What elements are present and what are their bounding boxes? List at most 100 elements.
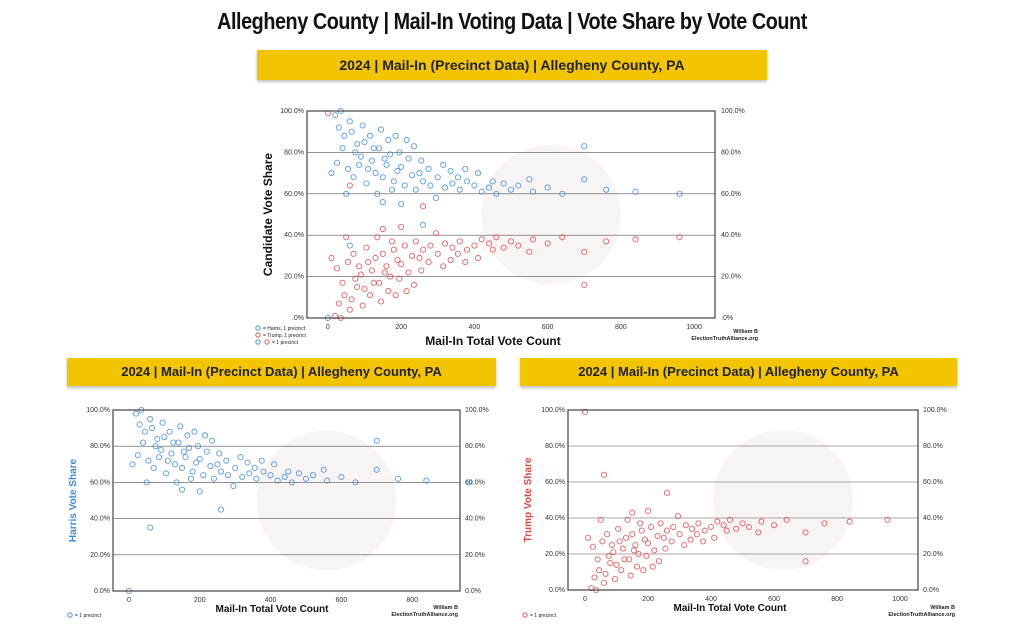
x-tick-label: 200: [395, 324, 407, 331]
y-tick-label-right: 40.0%: [721, 232, 741, 239]
harris-point: [348, 128, 355, 135]
trump-point: [526, 248, 533, 255]
trump-point: [405, 269, 412, 276]
trump-point: [581, 408, 589, 415]
credit-text: ElectionTruthAlliance.org: [691, 336, 758, 342]
harris-point: [129, 461, 136, 468]
y-tick-label-right: 100.0%: [923, 407, 947, 414]
trump-point: [410, 281, 417, 288]
trump-point: [385, 288, 392, 295]
y-axis-label: Harris Vote Share: [68, 458, 79, 542]
trump-point: [739, 520, 746, 527]
harris-point: [132, 410, 140, 417]
harris-point: [416, 170, 423, 177]
harris-point: [178, 486, 186, 493]
harris-point: [186, 444, 193, 452]
harris-point: [515, 182, 522, 189]
harris-point: [163, 470, 170, 477]
harris-point: [379, 199, 386, 206]
trump-point: [720, 522, 727, 529]
harris-point: [423, 477, 430, 484]
trump-point: [616, 538, 623, 545]
harris-point: [184, 432, 191, 439]
credit-text: ElectionTruthAlliance.org: [391, 612, 458, 618]
trump-point: [619, 545, 626, 552]
harris-point: [310, 472, 317, 479]
x-tick-label: 600: [336, 597, 348, 604]
trump-point: [425, 259, 432, 266]
harris-point: [177, 423, 184, 430]
harris-point: [420, 221, 427, 228]
harris-point: [295, 470, 302, 477]
harris-point: [462, 165, 469, 173]
trump-point: [633, 563, 641, 570]
harris-point: [388, 186, 396, 193]
trump-point: [474, 254, 482, 262]
x-axis-label: Mail-In Total Vote Count: [216, 604, 330, 615]
trump-point: [352, 275, 359, 282]
harris-point: [202, 432, 209, 439]
harris-point: [230, 482, 237, 490]
harris-point: [427, 182, 434, 189]
trump-point: [660, 534, 667, 541]
harris-point: [489, 178, 496, 185]
trump-point: [383, 263, 390, 270]
trump-point: [366, 292, 374, 299]
y-tick-label: 80.0%: [90, 443, 110, 450]
legend-marker-icon: [522, 612, 528, 618]
harris-point: [267, 472, 274, 479]
trump-point: [376, 279, 383, 286]
x-tick-label: 200: [194, 597, 206, 604]
trump-point: [770, 522, 778, 529]
y-tick-label: 40.0%: [545, 515, 565, 522]
harris-point: [339, 145, 346, 152]
x-tick-label: 0: [127, 597, 131, 604]
trump-point: [363, 244, 370, 251]
trump-point: [370, 279, 377, 286]
harris-point: [676, 190, 683, 197]
harris-point: [214, 461, 221, 468]
harris-point: [246, 470, 253, 477]
trump-point: [711, 534, 718, 541]
watermark-seal: [256, 430, 397, 571]
harris-point: [288, 479, 295, 486]
trump-point: [379, 250, 386, 257]
trump-point: [632, 541, 639, 549]
harris-point: [442, 184, 449, 191]
harris-point: [178, 464, 186, 471]
trump-point: [726, 516, 733, 523]
combined-scatter-chart: .0% .0% 20.0% 20.0% 40.0% 40.0% 60.0% 60.0% 80.0…: [255, 107, 758, 348]
harris-point: [258, 457, 265, 464]
harris-point: [352, 479, 359, 486]
trump-point: [613, 561, 620, 568]
harris-point: [164, 457, 171, 464]
y-tick-label-right: 80.0%: [721, 149, 741, 156]
harris-point: [410, 143, 417, 150]
harris-point: [225, 472, 232, 479]
harris-point: [148, 425, 155, 432]
harris-point: [147, 524, 154, 531]
legend-label: = 1 precinct: [272, 340, 299, 346]
y-tick-label: 80.0%: [284, 149, 304, 156]
harris-point: [194, 443, 202, 450]
harris-point: [187, 475, 194, 482]
harris-point: [425, 165, 432, 173]
credit-text: William B: [733, 329, 758, 335]
trump-point: [674, 513, 681, 520]
y-tick-label: 80.0%: [545, 443, 565, 450]
harris-point: [485, 184, 493, 191]
trump-point: [626, 556, 633, 563]
harris-point: [173, 479, 180, 486]
trump-point: [418, 267, 425, 274]
trump-point: [394, 256, 401, 264]
trump-point: [420, 246, 427, 253]
trump-point: [462, 259, 469, 266]
trump-point: [377, 298, 385, 305]
trump-point: [846, 518, 853, 525]
trump-point: [427, 242, 434, 249]
harris-point: [171, 461, 179, 468]
legend-marker-icon: [264, 339, 270, 345]
harris-point: [385, 136, 392, 144]
harris-point: [210, 475, 217, 482]
harris-point: [253, 475, 260, 482]
